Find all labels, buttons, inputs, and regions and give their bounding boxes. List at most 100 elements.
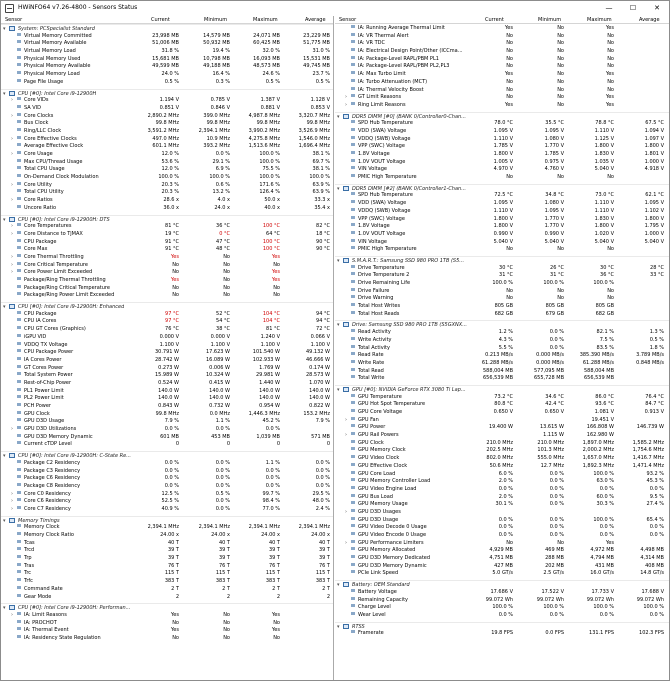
sensor-row[interactable]: GPU Core Load 6.0 % 0.0 % 100.0 % 93.2 % xyxy=(335,470,669,478)
column-current[interactable]: Current xyxy=(151,17,170,23)
sensor-row[interactable]: Uncore Ratio 36.0 x 24.0 x 40.0 x 35.4 x xyxy=(1,204,333,212)
sensor-row[interactable]: › GPU Rail Powers 1.115 W 162.980 W xyxy=(335,431,669,439)
sensor-row[interactable]: › Core Critical Temperature No No No xyxy=(1,261,333,269)
sensor-row[interactable]: PMIC High Temperature No No No xyxy=(335,173,669,181)
sensor-row[interactable]: Package C2 Residency 0.0 % 0.0 % 1.1 % 0.0 % xyxy=(1,459,333,467)
sensor-row[interactable]: GPU Video Clock 802.0 MHz 555.0 MHz 1,657.0… xyxy=(335,454,669,462)
sensor-row[interactable]: CPU Package 97 °C 52 °C 104 °C 94 °C xyxy=(1,310,333,318)
expand-arrow-icon[interactable]: › xyxy=(11,426,13,433)
sensor-row[interactable]: › Core VIDs 1.194 V 0.785 V 1.387 V 1.128 V xyxy=(1,96,333,104)
sensor-row[interactable]: VDD (SWA) Voltage 1.095 V 1.080 V 1.110 V 1.… xyxy=(335,199,669,207)
sensor-row[interactable]: IA: Thermal Velocity Boost No No No xyxy=(335,86,669,94)
collapse-arrow-icon[interactable]: ▾ xyxy=(337,185,340,192)
sensor-row[interactable]: VDDQ (SWB) Voltage 1.110 V 1.095 V 1.110 V 1… xyxy=(335,207,669,215)
sensor-row[interactable]: Physical Memory Used 15,681 MB 10,798 MB 16… xyxy=(1,55,333,63)
sensor-row[interactable]: SPD Hub Temperature 72.5 °C 34.8 °C 73.0 °C… xyxy=(335,191,669,199)
column-minimum[interactable]: Minimum xyxy=(204,17,228,23)
sensor-row[interactable]: › GPU Fan 19.451 V xyxy=(335,416,669,424)
sensor-group-header[interactable]: ▾ CPU [#0]: Intel Core i9-12900H: Enhance… xyxy=(1,302,333,310)
collapse-arrow-icon[interactable]: ▾ xyxy=(337,257,340,264)
sensor-row[interactable]: CPU Package 91 °C 47 °C 100 °C 90 °C xyxy=(1,238,333,246)
sensor-row[interactable]: Bus Clock 99.8 MHz 99.8 MHz 99.8 MHz 99.8 MH… xyxy=(1,119,333,127)
sensor-row[interactable]: Current cTDP Level 0 0 0 0 xyxy=(1,440,333,448)
sensor-row[interactable]: › Core C7 Residency 40.9 % 0.0 % 77.0 % 2.4 % xyxy=(1,505,333,513)
sensor-row[interactable]: IA: Package-Level RAPL/PBM PL2,PL3 No No No xyxy=(335,62,669,70)
sensor-list-left[interactable]: ▾ System: PCSpecialist Standard Virtual Me… xyxy=(1,24,333,680)
sensor-row[interactable]: Total CPU Usage 12.0 % 6.9 % 75.5 % 38.1 % xyxy=(1,165,333,173)
column-sensor[interactable]: Sensor xyxy=(5,17,23,23)
sensor-group-header[interactable]: ▾ DDR5 DIMM [#0] (BANK 0/Controller0-Chan… xyxy=(335,111,669,120)
sensor-row[interactable]: Average Effective Clock 601.1 MHz 393.2 MH… xyxy=(1,142,333,150)
sensor-group-header[interactable]: ▾ CPU [#0]: Intel Core i9-12900H xyxy=(1,88,333,97)
sensor-list-right[interactable]: IA: Running Average Thermal Limit Yes No Ye… xyxy=(335,24,669,680)
collapse-arrow-icon[interactable]: ▾ xyxy=(3,605,6,612)
sensor-row[interactable]: 1.0V VOUT Voltage 1.005 V 0.975 V 1.035 V 1.… xyxy=(335,158,669,166)
maximize-button[interactable]: ☐ xyxy=(629,4,637,12)
sensor-row[interactable]: › Core Thermal Throttling Yes No Yes xyxy=(1,253,333,261)
expand-arrow-icon[interactable]: › xyxy=(345,94,347,101)
sensor-row[interactable]: Charge Level 100.0 % 100.0 % 100.0 % 100.0 % xyxy=(335,603,669,611)
sensor-row[interactable]: IA: Residency State Regulation No No No xyxy=(1,634,333,642)
collapse-arrow-icon[interactable]: ▾ xyxy=(3,304,6,311)
sensor-row[interactable]: IA: VR Thermal Alert No No No xyxy=(335,32,669,40)
sensor-row[interactable]: GPU Bus Load 2.0 % 0.0 % 60.0 % 9.5 % xyxy=(335,493,669,501)
sensor-row[interactable]: Virtual Memory Available 51,006 MB 50,932 … xyxy=(1,39,333,47)
sensor-row[interactable]: Rest-of-Chip Power 0.524 W 0.415 W 1.440 W 1… xyxy=(1,379,333,387)
sensor-row[interactable]: Command Rate 2 T 2 T 2 T 2 T xyxy=(1,585,333,593)
collapse-arrow-icon[interactable]: ▾ xyxy=(337,623,340,630)
sensor-row[interactable]: IA: PROCHOT No No No xyxy=(1,619,333,627)
sensor-row[interactable]: IA: Thermal Event Yes No Yes xyxy=(1,626,333,634)
sensor-row[interactable]: › Core Ratios 28.6 x 4.0 x 50.0 x 33.3 x xyxy=(1,196,333,204)
expand-arrow-icon[interactable]: › xyxy=(11,269,13,276)
sensor-row[interactable]: GT Cores Power 0.273 W 0.006 W 1.769 W 0.174… xyxy=(1,364,333,372)
sensor-row[interactable]: Total CPU Utility 20.3 % 13.2 % 126.4 % 63.9… xyxy=(1,188,333,196)
expand-arrow-icon[interactable]: › xyxy=(11,611,13,618)
collapse-arrow-icon[interactable]: ▾ xyxy=(3,26,6,32)
sensor-row[interactable]: › Core Effective Clocks 497.0 MHz 10.9 MHz 4… xyxy=(1,135,333,143)
sensor-row[interactable]: › Core Distance to TjMAX 19 °C 0 °C 64 °C 18 … xyxy=(1,230,333,238)
sensor-row[interactable]: Trp 39 T 39 T 39 T 39 T xyxy=(1,554,333,562)
sensor-row[interactable]: PCH Power 0.843 W 0.732 W 0.954 W 0.822 W xyxy=(1,402,333,410)
sensor-row[interactable]: Ring/LLC Clock 3,591.2 MHz 2,394.1 MHz 3,99… xyxy=(1,127,333,135)
sensor-row[interactable]: GPU Effective Clock 50.6 MHz 12.7 MHz 1,892… xyxy=(335,462,669,470)
sensor-row[interactable]: Total Write 656,539 MB 655,728 MB 656,539 M… xyxy=(335,374,669,382)
collapse-arrow-icon[interactable]: ▾ xyxy=(337,113,340,120)
sensor-row[interactable]: › Core Utility 20.3 % 0.6 % 171.6 % 63.9 % xyxy=(1,181,333,189)
expand-arrow-icon[interactable]: › xyxy=(11,135,13,142)
sensor-row[interactable]: Drive Temperature 30 °C 26 °C 30 °C 28 °C xyxy=(335,264,669,272)
sensor-row[interactable]: VPP (SWC) Voltage 1.785 V 1.770 V 1.800 V 1.… xyxy=(335,142,669,150)
sensor-row[interactable]: GPU Video Encode 0 Usage 0.0 % 0.0 % 0.0 % 0… xyxy=(335,531,669,539)
collapse-arrow-icon[interactable]: ▾ xyxy=(337,386,340,393)
sensor-row[interactable]: Memory Clock Ratio 24.00 x 24.00 x 24.00 x 2… xyxy=(1,531,333,539)
sensor-row[interactable]: VIN Voltage 4.970 V 4.760 V 5.040 V 4.918 V xyxy=(335,165,669,173)
column-maximum[interactable]: Maximum xyxy=(587,17,612,23)
sensor-row[interactable]: Tcas 40 T 40 T 40 T 40 T xyxy=(1,539,333,547)
sensor-row[interactable]: Framerate 19.8 FPS 0.0 FPS 131.1 FPS 102.3 F… xyxy=(335,629,669,637)
sensor-row[interactable]: › Core C6 Residency 52.5 % 0.0 % 98.4 % 48.0 … xyxy=(1,497,333,505)
sensor-group-header[interactable]: ▾ CPU [#0]: Intel Core i9-12900H: Perform… xyxy=(1,603,333,611)
sensor-row[interactable]: GPU D3D Usage 7.9 % 1.1 % 45.2 % 7.9 % xyxy=(1,417,333,425)
sensor-row[interactable]: Virtual Memory Committed 23,998 MB 14,579 … xyxy=(1,32,333,40)
column-sensor[interactable]: Sensor xyxy=(339,17,357,23)
sensor-group-header[interactable]: ▾ GPU [#0]: NVIDIA GeForce RTX 3080 Ti La… xyxy=(335,384,669,393)
column-maximum[interactable]: Maximum xyxy=(253,17,278,23)
sensor-row[interactable]: GPU Memory Clock 202.5 MHz 101.3 MHz 2,000.… xyxy=(335,446,669,454)
sensor-row[interactable]: Package/Ring Critical Temperature No No No xyxy=(1,284,333,292)
sensor-row[interactable]: › GPU Performance Limiters No No Yes xyxy=(335,539,669,547)
sensor-row[interactable]: Wear Level 0.0 % 0.0 % 0.0 % 0.0 % xyxy=(335,611,669,619)
sensor-row[interactable]: GPU Video Decode 0 Usage 0.0 % 0.0 % 0.0 % 0… xyxy=(335,523,669,531)
sensor-row[interactable]: › Core Temperatures 81 °C 36 °C 100 °C 82 °C xyxy=(1,222,333,230)
collapse-arrow-icon[interactable]: ▾ xyxy=(337,582,340,589)
expand-arrow-icon[interactable]: › xyxy=(345,101,347,108)
sensor-row[interactable]: SPD Hub Temperature 78.0 °C 35.5 °C 78.8 °C… xyxy=(335,119,669,127)
sensor-row[interactable]: › Core Clocks 2,890.2 MHz 399.0 MHz 4,987.8 … xyxy=(1,112,333,120)
collapse-arrow-icon[interactable]: ▾ xyxy=(3,453,6,460)
sensor-row[interactable]: Drive Temperature 2 31 °C 31 °C 36 °C 33 °C xyxy=(335,271,669,279)
sensor-row[interactable]: › Ring Limit Reasons Yes No Yes xyxy=(335,101,669,109)
column-average[interactable]: Average xyxy=(639,17,660,23)
expand-arrow-icon[interactable]: › xyxy=(11,197,13,204)
sensor-row[interactable]: CPU Package Power 30.791 W 17.623 W 101.540… xyxy=(1,348,333,356)
sensor-row[interactable]: GPU D3D Usage 0.0 % 0.0 % 100.0 % 65.4 % xyxy=(335,516,669,524)
sensor-row[interactable]: Gear Mode 2 2 2 2 xyxy=(1,593,333,601)
sensor-row[interactable]: Tras 76 T 76 T 76 T 76 T xyxy=(1,562,333,570)
